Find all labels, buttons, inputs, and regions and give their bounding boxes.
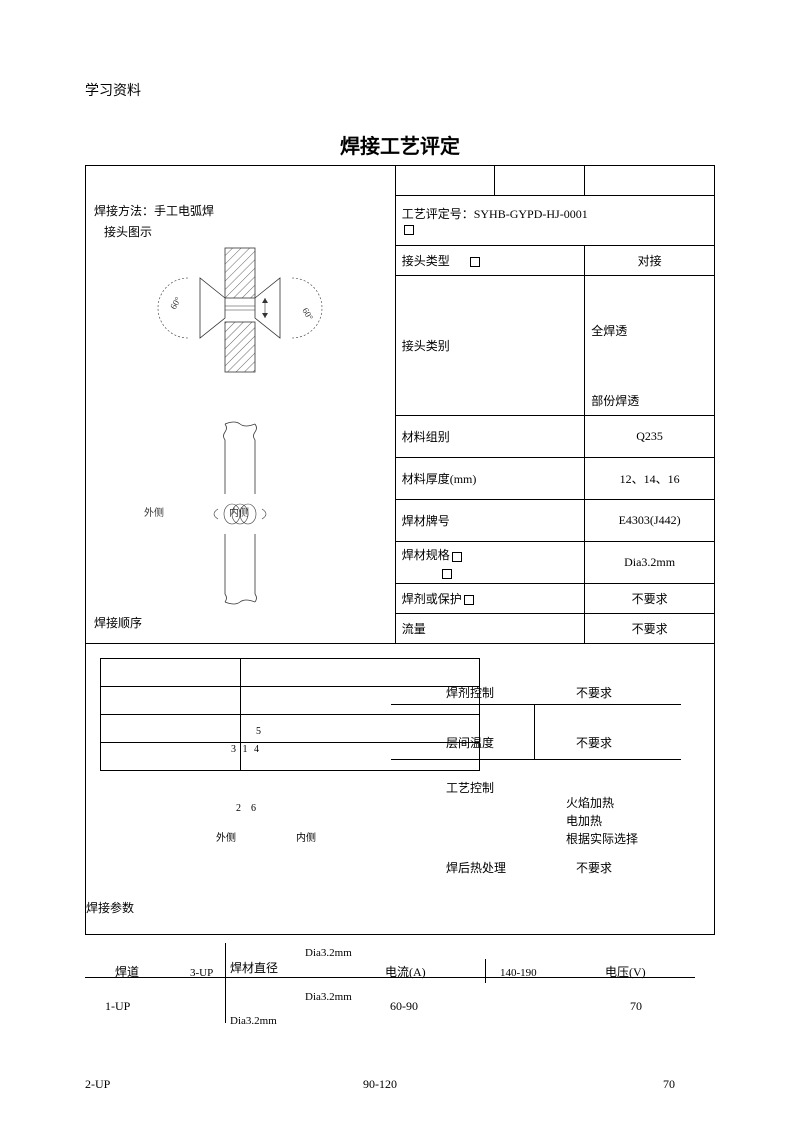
outer-label: 外侧 xyxy=(144,504,164,519)
proc-no-label: 工艺评定号： xyxy=(402,207,474,221)
pwht-label: 焊后热处理 xyxy=(446,859,506,876)
page-title: 焊接工艺评定 xyxy=(85,130,715,159)
main-table: 焊接方法：手工电弧焊 接头图示 xyxy=(85,165,715,935)
dia32c: Dia3.2mm xyxy=(230,1015,277,1027)
sequence-diagram: 外侧 内侧 xyxy=(94,414,387,654)
joint-diagram-label: 接头图示 xyxy=(104,223,387,240)
proc-no-value: SYHB-GYPD-HJ-0001 xyxy=(474,207,588,221)
interpass-value: 不要求 xyxy=(576,734,612,751)
svg-text:60°: 60° xyxy=(301,306,316,322)
svg-text:60°: 60° xyxy=(168,294,183,310)
r2-pass: 2-UP xyxy=(85,1077,282,1092)
proc-ctrl-v1: 火焰加热 xyxy=(566,794,614,811)
seq-n5: 5 xyxy=(256,726,261,737)
checkbox-icon xyxy=(404,225,414,235)
cons-grade-label: 焊材牌号 xyxy=(395,500,585,542)
joint-class-v1: 全焊透 xyxy=(585,276,715,386)
mat-group-value: Q235 xyxy=(585,416,715,458)
mat-group-label: 材料组别 xyxy=(395,416,585,458)
params-table: 焊道 焊材直径 电流(A) 电压(V) 3-UP Dia3.2mm 140-19… xyxy=(85,939,715,1049)
joint-type-label: 接头类型 xyxy=(402,254,450,268)
r2-volt: 70 xyxy=(478,1077,715,1092)
mat-thick-value: 12、14、16 xyxy=(585,458,715,500)
checkbox-icon xyxy=(464,595,474,605)
joint-class-v2: 部份焊透 xyxy=(585,386,715,416)
cons-spec-label: 焊材规格 xyxy=(402,548,450,562)
r2-cur: 90-120 xyxy=(282,1077,479,1092)
seq-n26: 2 6 xyxy=(236,799,256,814)
inner-label: 内侧 xyxy=(229,504,249,519)
cons-grade-value: E4303(J442) xyxy=(585,500,715,542)
inner-label-2: 内侧 xyxy=(296,829,316,844)
interpass-label: 层间温度 xyxy=(446,734,494,751)
proc-ctrl-v2: 电加热 xyxy=(566,812,602,829)
flow-label: 流量 xyxy=(395,614,585,644)
dia32b: Dia3.2mm xyxy=(305,991,352,1003)
pwht-value: 不要求 xyxy=(576,859,612,876)
inner-empty-table xyxy=(100,658,480,771)
checkbox-icon xyxy=(452,552,462,562)
flux-value: 不要求 xyxy=(585,584,715,614)
footer-row: 2-UP 90-120 70 xyxy=(85,1077,715,1092)
joint-diagram: 60° 60° xyxy=(94,240,387,380)
cons-spec-value: Dia3.2mm xyxy=(585,542,715,584)
r1-pass: 1-UP xyxy=(105,999,130,1014)
flux-label: 焊剂或保护 xyxy=(402,592,462,606)
flux-ctrl-label: 焊剂控制 xyxy=(446,684,494,701)
joint-class-label: 接头类别 xyxy=(402,339,450,353)
checkbox-icon xyxy=(470,257,480,267)
h-dia: 焊材直径 xyxy=(230,959,278,976)
proc-ctrl-label: 工艺控制 xyxy=(446,779,494,796)
params-label: 焊接参数 xyxy=(86,899,134,916)
flux-ctrl-value: 不要求 xyxy=(576,684,612,701)
seq-n314: 3 1 4 xyxy=(231,744,261,755)
mat-thick-label: 材料厚度(mm) xyxy=(395,458,585,500)
dia32a: Dia3.2mm xyxy=(305,947,352,959)
proc-ctrl-v3: 根据实际选择 xyxy=(566,830,638,847)
header-label: 学习资料 xyxy=(85,80,715,100)
joint-type-value: 对接 xyxy=(585,246,715,276)
method-label: 焊接方法：手工电弧焊 xyxy=(94,202,387,219)
r1-volt: 70 xyxy=(630,999,642,1014)
outer-label-2: 外侧 xyxy=(216,829,236,844)
flow-value: 不要求 xyxy=(585,614,715,644)
r1-cur: 60-90 xyxy=(390,999,418,1014)
checkbox-icon xyxy=(442,569,452,579)
